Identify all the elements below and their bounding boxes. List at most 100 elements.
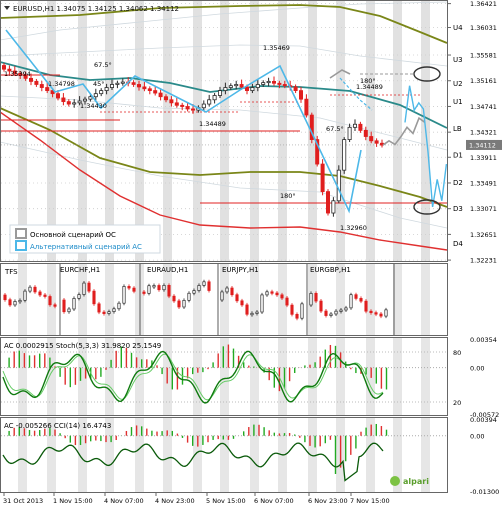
level-tag: LB — [453, 125, 462, 133]
ac-stripe — [421, 338, 430, 415]
annotations: 1.35394 1.34798 1.34430 1.34489 1.35469 1.344… — [4, 44, 441, 232]
candle-body — [239, 84, 244, 88]
candle-body — [34, 81, 39, 85]
angle-label: 67.5° — [326, 125, 344, 133]
ac-tick-label: -0.00572 — [470, 411, 499, 419]
sub-candle-body — [82, 282, 86, 295]
cci-stripe — [250, 418, 259, 492]
alpari-logo: alpari — [390, 476, 429, 486]
wave-zigzag — [5, 29, 362, 214]
ac-stripe — [18, 338, 27, 415]
sub-candle-body — [300, 303, 304, 319]
sub-candle-body — [202, 281, 206, 286]
cci-tick-label: -0.01300 — [470, 488, 499, 496]
y-tick-label: 1.33491 — [470, 179, 497, 187]
chevron-down-icon — [4, 6, 10, 10]
ac-cci-panel: 0.00394 0.00 -0.01300 — [1, 416, 499, 496]
sub-candle-body — [72, 298, 76, 310]
target-ellipse-lower — [413, 199, 441, 215]
cci-tick-label: 0.00 — [470, 433, 484, 441]
sub-candle-body — [230, 287, 234, 296]
candle-body — [347, 126, 352, 140]
ac-stoch-panel: 0.00354 0.00 -0.00572 80 20 — [1, 336, 499, 419]
candle-body — [266, 81, 271, 84]
cci-stripe — [18, 418, 27, 492]
cci-stripe — [47, 418, 56, 492]
band-curve — [0, 44, 448, 67]
candle-body — [147, 88, 152, 91]
cci-stripe — [393, 418, 402, 492]
sub-candle-body — [235, 294, 239, 302]
sub-stripe — [366, 264, 375, 335]
ac-tick-label: 0.00354 — [470, 336, 497, 344]
sub-candle-body — [275, 292, 279, 296]
x-tick-label: 6 Nov 07:00 — [254, 497, 294, 505]
sub-stripe — [163, 264, 172, 335]
candle-body — [309, 114, 314, 140]
sub-stripe — [393, 264, 402, 335]
candle-body — [72, 102, 77, 105]
sub-panel-border — [0, 263, 448, 336]
candle-body — [120, 81, 125, 84]
sub-candle-body — [344, 307, 348, 311]
sub-candle-body — [97, 303, 101, 313]
sub-candle-body — [33, 286, 37, 293]
candle-body — [315, 139, 320, 165]
base-scenario-line — [382, 116, 426, 146]
x-tick-label: 1 Nov 15:00 — [53, 497, 93, 505]
candle-body — [110, 84, 115, 88]
sub-candle-body — [38, 291, 42, 296]
candle-body — [93, 93, 98, 98]
candle-body — [2, 65, 7, 70]
candle-body — [207, 99, 212, 105]
current-price-tag — [466, 139, 502, 150]
legend-base-icon — [15, 228, 27, 239]
sub-candle-body — [112, 308, 116, 312]
candle-body — [261, 82, 266, 85]
sub-candle-body — [369, 310, 373, 314]
candle-body — [45, 87, 50, 91]
sub-chart-candles — [3, 264, 395, 335]
candle-body — [277, 82, 282, 85]
candle-body — [320, 163, 325, 193]
sub-candle-body — [260, 294, 264, 313]
ac-stripe — [105, 338, 114, 415]
candle-body — [12, 70, 17, 74]
sub-candle-body — [147, 285, 151, 294]
cci-stripe — [193, 418, 202, 492]
candle-body — [304, 98, 309, 116]
candle-body — [293, 86, 298, 91]
sub-candle-body — [167, 285, 171, 297]
sub-candle-body — [295, 313, 299, 319]
y-tick-label: 1.34321 — [470, 129, 497, 137]
scenario-lines — [5, 29, 448, 214]
level-tag: D2 — [453, 179, 463, 187]
band-curve — [0, 4, 448, 44]
sub-candle-body — [157, 285, 161, 291]
y-tick-label: 1.34741 — [470, 103, 497, 111]
stoch-main-line — [2, 350, 384, 404]
candle-body — [99, 90, 104, 95]
band-curve — [0, 111, 448, 251]
y-tick-label: 1.35581 — [470, 52, 497, 60]
ac-stripe — [336, 338, 345, 415]
candle-body — [223, 87, 228, 91]
candle-body — [374, 140, 379, 144]
candle-body — [23, 74, 28, 79]
sub-candle-body — [240, 300, 244, 306]
candle-body — [153, 90, 158, 94]
y-tick-label: 1.32651 — [470, 231, 497, 239]
y-tick-label: 1.32231 — [470, 257, 497, 265]
sub-candle-body — [43, 294, 47, 297]
stoch-tick-label: 80 — [453, 349, 461, 357]
legend-base-label: Основной сценарий ОС — [30, 231, 116, 239]
ac-stripe — [250, 338, 259, 415]
candle-body — [66, 101, 71, 105]
band-curve — [0, 141, 448, 229]
candle-body — [282, 84, 287, 87]
sub-stripe — [18, 264, 27, 335]
cci-stripe — [421, 418, 430, 492]
candle-body — [18, 73, 23, 76]
candle-body — [358, 123, 363, 131]
ac-tick-label: 0.00 — [470, 365, 484, 373]
